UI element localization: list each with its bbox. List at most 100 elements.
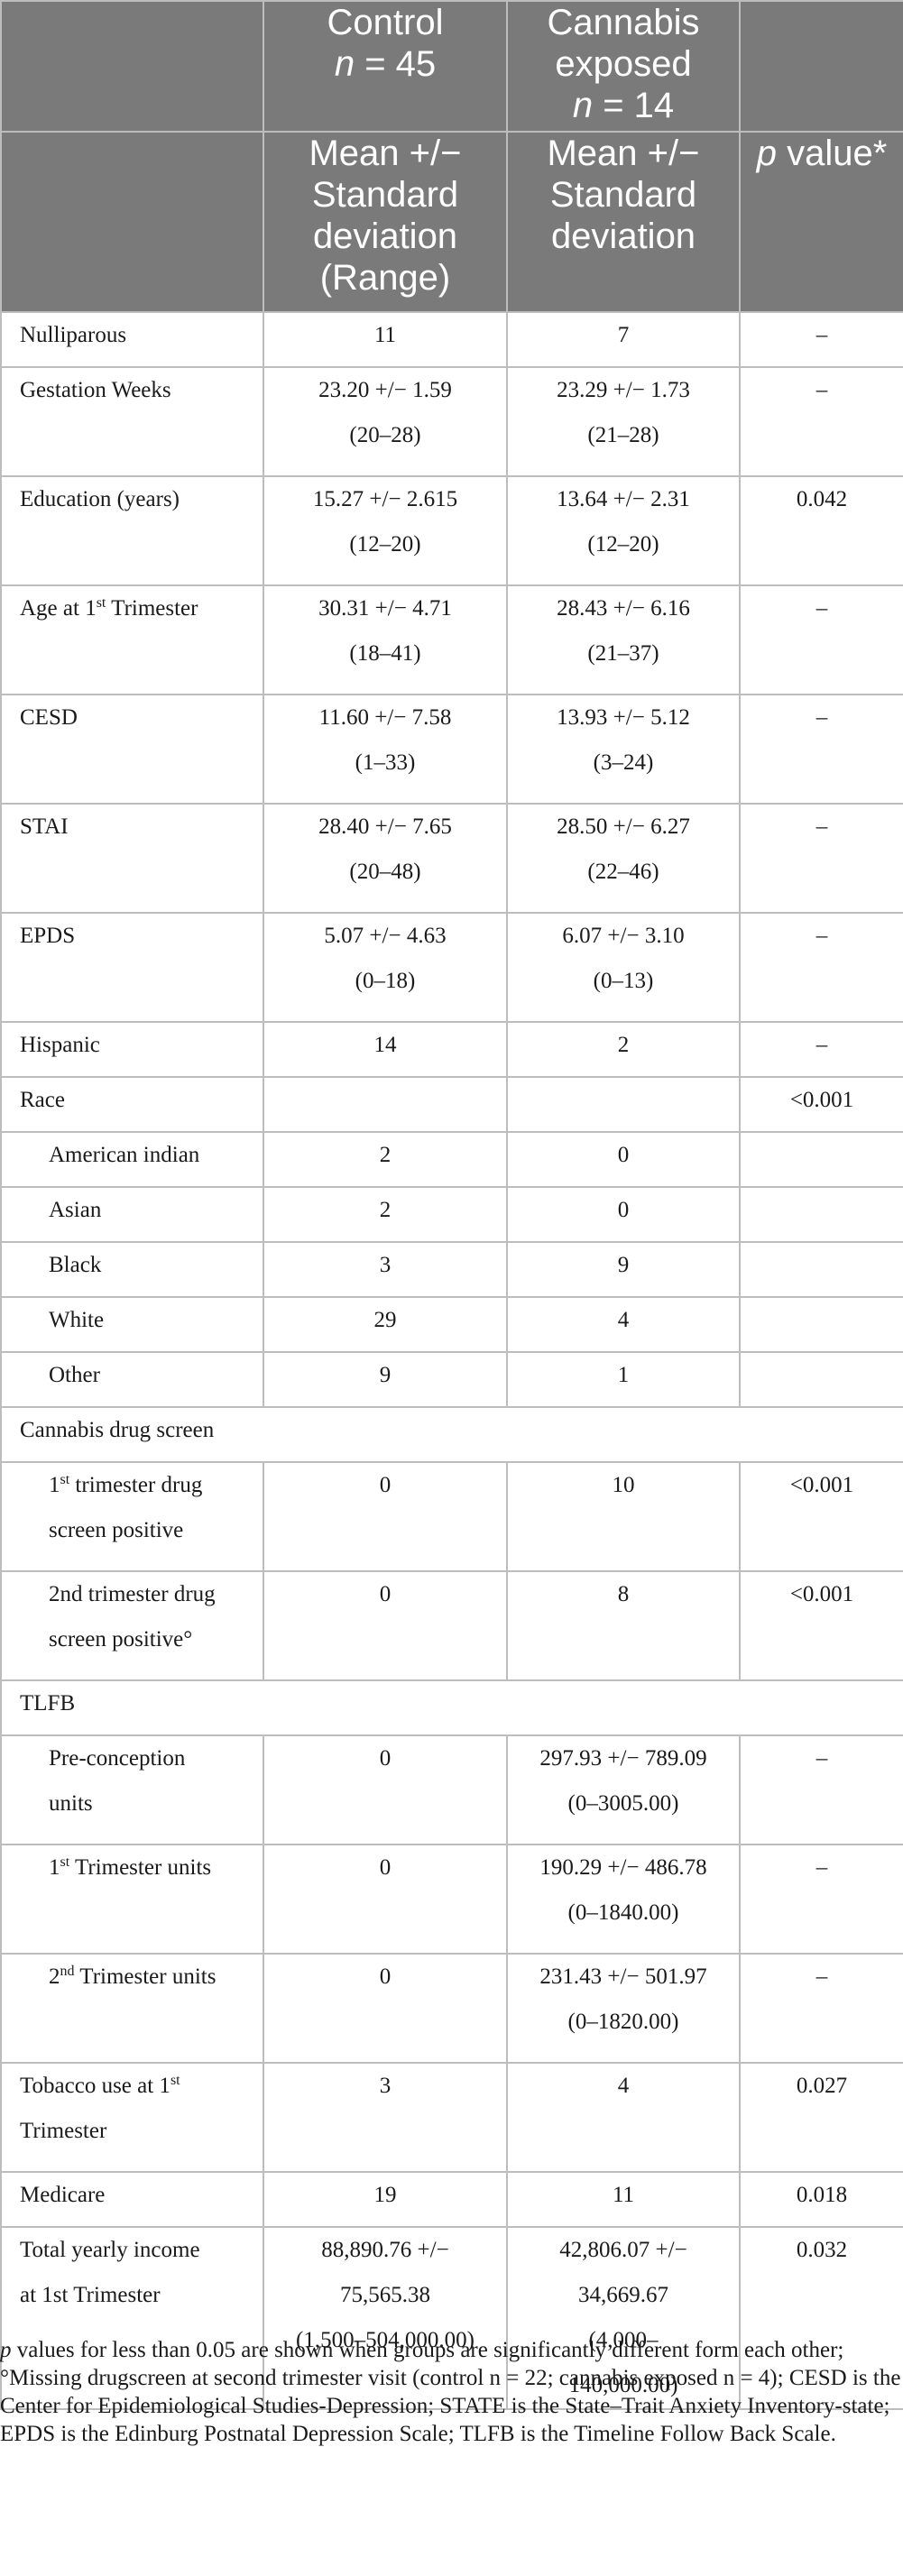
control-value-line: 0 bbox=[379, 1746, 392, 1771]
control-value: 2 bbox=[263, 1186, 508, 1243]
row-label-line: Total yearly income bbox=[20, 2238, 200, 2262]
cannabis-value: 13.64 +/− 2.31 (12–20) bbox=[506, 475, 741, 586]
row-label-line: Age at 1st Trimester bbox=[20, 595, 198, 621]
control-value-line: (1,500–504,000.00) bbox=[296, 2328, 475, 2352]
header-row-groups: Control n = 45 Cannabis exposed n = 14 bbox=[0, 0, 903, 133]
p-value bbox=[739, 1351, 903, 1408]
control-value: 3 bbox=[263, 1241, 508, 1298]
p-value: – bbox=[739, 694, 903, 805]
row-label: Medicare bbox=[0, 2171, 264, 2228]
cannabis-value-line: 42,806.07 +/− bbox=[559, 2238, 687, 2262]
row-label: Gestation Weeks bbox=[0, 366, 264, 477]
header-row-stats: Mean +/− Standard deviation (Range) Mean… bbox=[0, 131, 903, 313]
cannabis-value: 190.29 +/− 486.78 (0–1840.00) bbox=[506, 1844, 741, 1955]
row-label-line: 1st trimester drug bbox=[49, 1472, 203, 1498]
row-label-line: 2nd trimester drug bbox=[49, 1582, 216, 1606]
table-row: TLFB bbox=[0, 1679, 903, 1736]
row-label: 2nd Trimester units bbox=[0, 1953, 264, 2064]
p-value: – bbox=[739, 311, 903, 368]
cannabis-value: 13.93 +/− 5.12 (3–24) bbox=[506, 694, 741, 805]
table-row: 1st trimester drug screen positive 0 10 <0.0… bbox=[0, 1461, 903, 1572]
cannabis-value-line: (0–13) bbox=[593, 969, 654, 993]
control-value-line: 11.60 +/− 7.58 bbox=[318, 705, 452, 730]
control-value-line: 11 bbox=[373, 323, 397, 347]
p-value: <0.001 bbox=[739, 1461, 903, 1572]
control-value: 0 bbox=[263, 1461, 508, 1572]
row-label-line: screen positive bbox=[49, 1518, 184, 1542]
table-row: Cannabis drug screen bbox=[0, 1406, 903, 1463]
cannabis-value-line: 13.64 +/− 2.31 bbox=[557, 487, 690, 511]
table-row: CESD 11.60 +/− 7.58 (1–33) 13.93 +/− 5.12 (3… bbox=[0, 694, 903, 805]
control-value-line: 0 bbox=[379, 1473, 392, 1497]
cannabis-value-line: 140,000.00) bbox=[568, 2373, 678, 2397]
cannabis-value bbox=[506, 1076, 741, 1133]
header-cannabis: Cannabis exposed n = 14 bbox=[506, 0, 741, 133]
p-value: <0.001 bbox=[739, 1076, 903, 1133]
row-label: White bbox=[0, 1296, 264, 1353]
table-row: Asian 2 0 bbox=[0, 1186, 903, 1243]
control-value: 88,890.76 +/− 75,565.38 (1,500–504,000.00) bbox=[263, 2226, 508, 2410]
control-value-line: 14 bbox=[373, 1033, 397, 1057]
cannabis-value: 6.07 +/− 3.10 (0–13) bbox=[506, 912, 741, 1023]
row-label-line: Race bbox=[20, 1088, 65, 1112]
cannabis-value-line: 6.07 +/− 3.10 bbox=[562, 924, 685, 948]
cannabis-value: 28.43 +/− 6.16 (21–37) bbox=[506, 584, 741, 695]
control-value-line: (20–48) bbox=[349, 860, 421, 884]
table-row: STAI 28.40 +/− 7.65 (20–48) 28.50 +/− 6.27 (… bbox=[0, 803, 903, 914]
header-cannabis-stat: Mean +/− Standard deviation bbox=[506, 131, 741, 313]
cannabis-value-line: 11 bbox=[612, 2183, 635, 2207]
row-label-line: Black bbox=[49, 1253, 102, 1277]
row-label: EPDS bbox=[0, 912, 264, 1023]
demographics-table: Control n = 45 Cannabis exposed n = 14 M… bbox=[0, 0, 903, 2410]
control-value-line: 5.07 +/− 4.63 bbox=[324, 924, 447, 948]
p-value: – bbox=[739, 584, 903, 695]
control-value: 28.40 +/− 7.65 (20–48) bbox=[263, 803, 508, 914]
cannabis-value: 9 bbox=[506, 1241, 741, 1298]
p-value: – bbox=[739, 1734, 903, 1845]
control-value-line: 29 bbox=[373, 1308, 397, 1332]
control-value: 0 bbox=[263, 1570, 508, 1681]
row-label-line: Tobacco use at 1st bbox=[20, 2073, 180, 2099]
p-value bbox=[739, 1296, 903, 1353]
p-value: – bbox=[739, 1844, 903, 1955]
control-value: 15.27 +/− 2.615 (12–20) bbox=[263, 475, 508, 586]
p-value: 0.027 bbox=[739, 2062, 903, 2173]
p-value bbox=[739, 1186, 903, 1243]
control-value-line: 2 bbox=[379, 1198, 392, 1222]
row-label-line: STAI bbox=[20, 814, 69, 839]
cannabis-value-line: 190.29 +/− 486.78 bbox=[539, 1855, 707, 1880]
row-label: Pre-conception units bbox=[0, 1734, 264, 1845]
table-row: 1st Trimester units 0 190.29 +/− 486.78 (0–… bbox=[0, 1844, 903, 1955]
row-label-line: units bbox=[49, 1791, 93, 1816]
row-label-line: Asian bbox=[49, 1198, 102, 1222]
table-footnote: p values for less than 0.05 are shown wh… bbox=[0, 2338, 901, 2446]
control-value-line: 0 bbox=[379, 1582, 392, 1606]
header-cannabis-n: n = 14 bbox=[572, 86, 675, 125]
row-label-line: White bbox=[49, 1308, 105, 1332]
cannabis-value-line: 34,669.67 bbox=[578, 2283, 668, 2307]
cannabis-value-line: 231.43 +/− 501.97 bbox=[539, 1964, 707, 1989]
cannabis-value-line: 8 bbox=[617, 1582, 630, 1606]
header-control-title: Control bbox=[327, 3, 444, 42]
table-row: Race <0.001 bbox=[0, 1076, 903, 1133]
cannabis-value: 8 bbox=[506, 1570, 741, 1681]
p-value: – bbox=[739, 366, 903, 477]
table-row: Tobacco use at 1st Trimester 3 4 0.027 bbox=[0, 2062, 903, 2173]
table-row: Nulliparous 11 7 – bbox=[0, 311, 903, 368]
cannabis-value-line: 1 bbox=[617, 1363, 630, 1387]
cannabis-value: 42,806.07 +/− 34,669.67 (4,000– 140,000.00) bbox=[506, 2226, 741, 2410]
cannabis-value: 7 bbox=[506, 311, 741, 368]
cannabis-value-line: (12–20) bbox=[587, 532, 659, 557]
control-value: 2 bbox=[263, 1131, 508, 1188]
cannabis-value-line: 4 bbox=[617, 2074, 630, 2098]
p-value: – bbox=[739, 1021, 903, 1078]
control-value-line: 3 bbox=[379, 2074, 392, 2098]
table-row: Medicare 19 11 0.018 bbox=[0, 2171, 903, 2228]
control-value-line: 28.40 +/− 7.65 bbox=[318, 814, 452, 839]
header-cannabis-title-1: Cannabis bbox=[547, 3, 700, 42]
cannabis-value-line: (21–37) bbox=[587, 641, 659, 666]
cannabis-value-line: (0–3005.00) bbox=[567, 1791, 679, 1816]
p-value: <0.001 bbox=[739, 1570, 903, 1681]
row-label-line: Hispanic bbox=[20, 1033, 100, 1057]
